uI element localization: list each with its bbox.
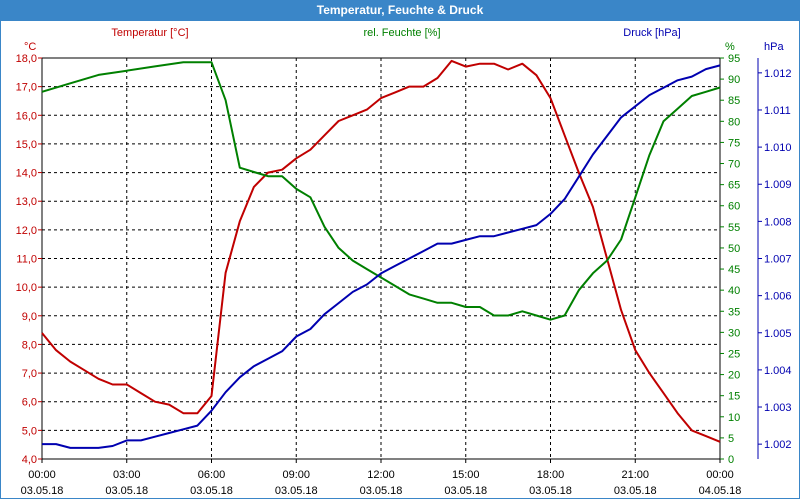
- humidity-tick-label: 25: [728, 348, 740, 360]
- humidity-tick-label: 70: [728, 159, 740, 171]
- x-tick-date-label: 03.05.18: [105, 485, 148, 497]
- x-tick-time-label: 21:00: [621, 469, 649, 481]
- humidity-tick-label: 90: [728, 74, 740, 86]
- humidity-tick-label: 50: [728, 243, 740, 255]
- pressure-tick-label: 1.002: [764, 439, 792, 451]
- temperature-unit-label: °C: [24, 41, 36, 53]
- pressure-tick-label: 1.006: [764, 291, 792, 303]
- pressure-tick-label: 1.003: [764, 402, 792, 414]
- humidity-tick-label: 65: [728, 180, 740, 192]
- x-tick-time-label: 15:00: [452, 469, 480, 481]
- humidity-tick-label: 95: [728, 53, 740, 65]
- window-title: Temperatur, Feuchte & Druck: [0, 0, 800, 21]
- x-tick-date-label: 03.05.18: [360, 485, 403, 497]
- x-tick-date-label: 04.05.18: [699, 485, 742, 497]
- temperature-tick-label: 7,0: [22, 368, 37, 380]
- pressure-tick-label: 1.008: [764, 216, 792, 228]
- temperature-tick-label: 11,0: [16, 254, 37, 266]
- pressure-tick-label: 1.004: [764, 365, 792, 377]
- x-tick-time-label: 00:00: [706, 469, 734, 481]
- humidity-tick-label: 60: [728, 201, 740, 213]
- pressure-tick-label: 1.005: [764, 328, 792, 340]
- temperature-tick-label: 5,0: [22, 425, 37, 437]
- temperature-tick-label: 18,0: [16, 53, 37, 65]
- x-tick-time-label: 00:00: [28, 469, 56, 481]
- humidity-axis-label: rel. Feuchte [%]: [363, 27, 440, 39]
- humidity-tick-label: 40: [728, 285, 740, 297]
- x-tick-date-label: 03.05.18: [190, 485, 233, 497]
- humidity-tick-label: 5: [728, 433, 734, 445]
- x-tick-time-label: 06:00: [198, 469, 226, 481]
- x-tick-date-label: 03.05.18: [444, 485, 487, 497]
- temperature-tick-label: 10,0: [16, 282, 37, 294]
- humidity-tick-label: 0: [728, 454, 734, 466]
- temperature-tick-label: 9,0: [22, 311, 37, 323]
- humidity-unit-label: %: [725, 41, 735, 53]
- pressure-tick-label: 1.011: [764, 105, 791, 117]
- pressure-tick-label: 1.007: [764, 254, 792, 266]
- humidity-tick-label: 45: [728, 264, 740, 276]
- humidity-tick-label: 55: [728, 222, 740, 234]
- humidity-tick-label: 35: [728, 306, 740, 318]
- x-tick-date-label: 03.05.18: [614, 485, 657, 497]
- humidity-tick-label: 80: [728, 116, 740, 128]
- temperature-tick-label: 6,0: [22, 397, 37, 409]
- x-tick-date-label: 03.05.18: [21, 485, 64, 497]
- temperature-tick-label: 14,0: [16, 168, 37, 180]
- temperature-tick-label: 13,0: [16, 196, 37, 208]
- humidity-tick-label: 20: [728, 370, 740, 382]
- x-tick-date-label: 03.05.18: [275, 485, 318, 497]
- x-tick-time-label: 12:00: [367, 469, 395, 481]
- humidity-tick-label: 85: [728, 95, 740, 107]
- temperature-tick-label: 12,0: [16, 225, 37, 237]
- x-tick-time-label: 18:00: [537, 469, 565, 481]
- temperature-tick-label: 4,0: [22, 454, 37, 466]
- x-tick-time-label: 03:00: [113, 469, 141, 481]
- x-tick-date-label: 03.05.18: [529, 485, 572, 497]
- pressure-tick-label: 1.012: [764, 68, 792, 80]
- temperature-axis-label: Temperatur [°C]: [111, 27, 188, 39]
- pressure-tick-label: 1.009: [764, 179, 792, 191]
- humidity-tick-label: 75: [728, 137, 740, 149]
- humidity-series-line: [41, 61, 721, 321]
- pressure-tick-label: 1.010: [764, 142, 792, 154]
- humidity-tick-label: 30: [728, 327, 740, 339]
- pressure-series-line: [42, 64, 721, 449]
- humidity-tick-label: 10: [728, 412, 740, 424]
- temperature-tick-label: 17,0: [16, 82, 37, 94]
- x-tick-time-label: 09:00: [282, 469, 310, 481]
- temperature-series-line: [41, 59, 721, 443]
- temperature-tick-label: 15,0: [16, 139, 37, 151]
- humidity-tick-label: 15: [728, 391, 740, 403]
- temperature-tick-label: 8,0: [22, 339, 37, 351]
- pressure-axis-label: Druck [hPa]: [623, 27, 680, 39]
- temperature-tick-label: 16,0: [16, 110, 37, 122]
- pressure-unit-label: hPa: [764, 41, 784, 53]
